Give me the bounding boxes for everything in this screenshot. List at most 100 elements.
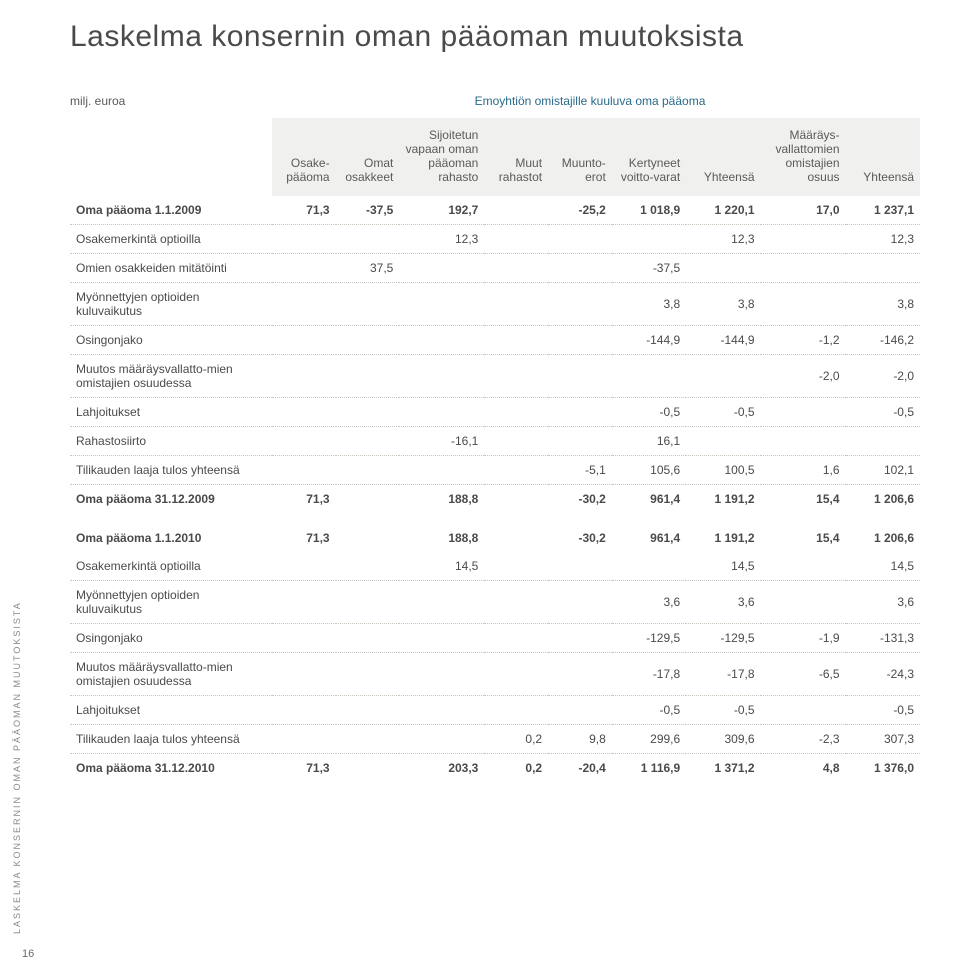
cell: 1 206,6 [846,485,920,514]
cell [548,398,612,427]
cell [336,398,400,427]
cell [399,725,484,754]
cell: 14,5 [686,552,760,581]
cell: 961,4 [612,485,686,514]
cell: 203,3 [399,754,484,783]
row-label: Rahastosiirto [70,427,272,456]
cell [761,283,846,326]
cell: 307,3 [846,725,920,754]
cell: -144,9 [686,326,760,355]
cell: -24,3 [846,653,920,696]
subtitle-row: milj. euroa Emoyhtiön omistajille kuuluv… [70,94,920,108]
cell [761,581,846,624]
cell [336,513,400,552]
cell [548,254,612,283]
cell: 3,8 [846,283,920,326]
cell: 14,5 [399,552,484,581]
cell: -30,2 [548,485,612,514]
cell: 1 371,2 [686,754,760,783]
row-label: Osakemerkintä optioilla [70,225,272,254]
cell [548,653,612,696]
row-label: Osakemerkintä optioilla [70,552,272,581]
col-header: Muunto-erot [548,118,612,196]
cell [272,355,336,398]
cell [399,254,484,283]
cell: 15,4 [761,485,846,514]
cell [399,456,484,485]
cell [548,355,612,398]
unit-label: milj. euroa [70,94,260,108]
cell [484,355,548,398]
cell [484,427,548,456]
cell: -1,2 [761,326,846,355]
cell [336,427,400,456]
cell: -0,5 [612,696,686,725]
cell: 15,4 [761,513,846,552]
cell: 309,6 [686,725,760,754]
cell: 12,3 [399,225,484,254]
row-label: Oma pääoma 1.1.2010 [70,513,272,552]
row-label: Omien osakkeiden mitätöinti [70,254,272,283]
equity-changes-table: Osake-pääoma Omat osakkeet Sijoitetun va… [70,118,920,782]
cell: 961,4 [612,513,686,552]
cell: -2,0 [846,355,920,398]
cell: -20,4 [548,754,612,783]
cell: -144,9 [612,326,686,355]
row-label: Oma pääoma 31.12.2010 [70,754,272,783]
cell [686,254,760,283]
cell: 188,8 [399,513,484,552]
cell: 3,6 [846,581,920,624]
cell [272,225,336,254]
cell [484,225,548,254]
cell [336,696,400,725]
cell [272,254,336,283]
cell: -2,3 [761,725,846,754]
cell [399,326,484,355]
cell [399,624,484,653]
cell: 3,6 [612,581,686,624]
cell: -131,3 [846,624,920,653]
table-row: Oma pääoma 1.1.200971,3-37,5192,7-25,21 … [70,196,920,225]
table-row: Myönnettyjen optioiden kuluvaikutus 3,6 3,… [70,581,920,624]
cell: 9,8 [548,725,612,754]
cell: 16,1 [612,427,686,456]
page-number: 16 [22,948,34,960]
cell [761,225,846,254]
cell [399,283,484,326]
cell: 3,8 [612,283,686,326]
cell [484,326,548,355]
cell: -17,8 [686,653,760,696]
cell [686,355,760,398]
cell [548,283,612,326]
cell [484,283,548,326]
table-row: Lahjoitukset-0,5-0,5-0,5 [70,398,920,427]
row-label: Tilikauden laaja tulos yhteensä [70,725,272,754]
cell [272,283,336,326]
cell [484,581,548,624]
table-row: Tilikauden laaja tulos yhteensä-5,1105,6… [70,456,920,485]
cell [399,355,484,398]
cell [272,725,336,754]
cell: -16,1 [399,427,484,456]
table-row: Osingonjako-129,5-129,5-1,9-131,3 [70,624,920,653]
cell: 1,6 [761,456,846,485]
cell [761,696,846,725]
table-row: Omien osakkeiden mitätöinti37,5-37,5 [70,254,920,283]
cell: 37,5 [336,254,400,283]
cell: -2,0 [761,355,846,398]
row-label: Myönnettyjen optioiden kuluvaikutus [70,581,272,624]
cell [761,254,846,283]
cell: -37,5 [336,196,400,225]
page-title: Laskelma konsernin oman pääoman muutoksi… [70,20,920,54]
cell [548,696,612,725]
cell [484,456,548,485]
cell [336,725,400,754]
cell [272,581,336,624]
cell: -5,1 [548,456,612,485]
cell [336,355,400,398]
cell [548,624,612,653]
table-row: Oma pääoma 31.12.200971,3188,8-30,2961,4… [70,485,920,514]
table-row: Myönnettyjen optioiden kuluvaikutus3,83,… [70,283,920,326]
cell [548,427,612,456]
col-header: Kertyneet voitto-varat [612,118,686,196]
